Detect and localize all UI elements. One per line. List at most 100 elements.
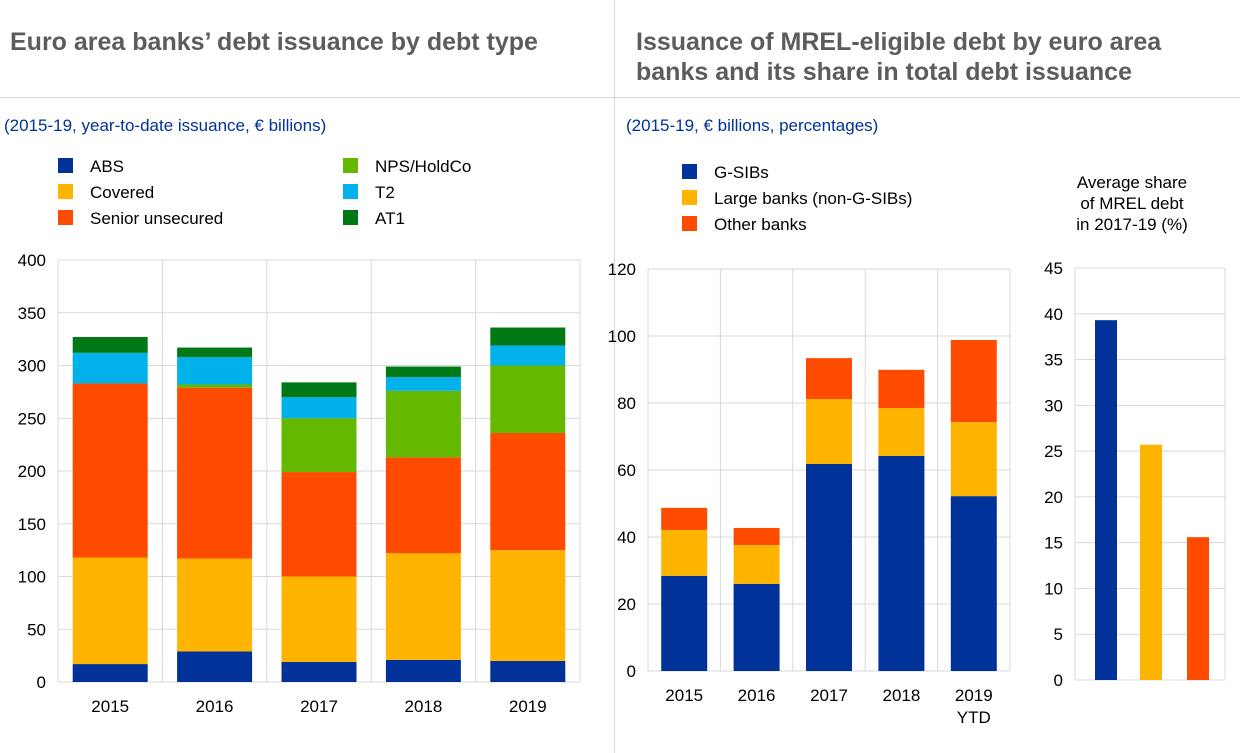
debt-type-bar-covered [72,557,148,665]
right-chart-title-line1: Issuance of MREL-eligible debt by euro a… [636,28,1162,56]
debt-type-bar-at1 [72,337,148,353]
debt-type-bar-at1 [281,382,357,398]
share-ytick-label: 35 [1044,351,1063,370]
mrel-bar-large-banks-non-g-sibs- [950,422,997,497]
debt-type-xtick-label: 2019 [509,697,547,716]
debt-type-legend-swatch [58,158,73,173]
debt-type-xtick-label: 2016 [196,697,234,716]
mrel-legend-label: Other banks [714,215,807,234]
mrel-ytick-label: 100 [608,327,636,346]
debt-type-bar-nps-holdco [177,384,253,388]
share-ytick-label: 10 [1044,579,1063,598]
debt-type-bar-senior-unsecured [177,387,253,559]
debt-type-bar-covered [490,550,566,661]
right-chart-subtitle: (2015-19, € billions, percentages) [626,116,879,135]
share-ytick-label: 40 [1044,305,1063,324]
share-ytick-label: 5 [1054,625,1063,644]
debt-type-bar-abs [281,661,357,682]
debt-type-bar-t2 [281,397,357,419]
debt-type-bar-senior-unsecured [385,457,461,554]
mrel-bar-large-banks-non-g-sibs- [878,408,925,456]
debt-type-bar-covered [177,558,253,652]
share-chart-title: in 2017-19 (%) [1076,215,1188,234]
debt-type-xtick-label: 2015 [91,697,129,716]
mrel-bar-large-banks-non-g-sibs- [733,545,780,584]
debt-type-ytick-label: 300 [18,357,46,376]
debt-type-legend-swatch [58,184,73,199]
debt-type-ytick-label: 100 [18,568,46,587]
mrel-ytick-label: 40 [617,528,636,547]
debt-type-bar-senior-unsecured [281,472,357,577]
debt-type-bar-abs [385,659,461,682]
debt-type-ytick-label: 350 [18,304,46,323]
debt-type-xtick-label: 2018 [404,697,442,716]
debt-type-bar-t2 [490,345,566,366]
mrel-bar-g-sibs [733,583,780,671]
debt-type-bar-at1 [385,366,461,378]
debt-type-ytick-label: 0 [37,673,46,692]
mrel-legend-swatch [682,190,697,205]
debt-type-bar-nps-holdco [385,390,461,458]
mrel-bar-g-sibs [878,455,925,671]
mrel-bar-other-banks [878,369,925,409]
share-bar-g-sibs [1095,320,1117,680]
debt-type-bar-abs [72,664,148,682]
header-divider [0,97,1240,98]
share-bar-large-banks-non-g-sibs- [1140,444,1162,680]
debt-type-bar-at1 [177,347,253,358]
debt-type-bar-t2 [177,357,253,385]
debt-type-bar-covered [281,576,357,662]
mrel-bar-other-banks [733,527,780,546]
debt-type-bar-abs [177,651,253,682]
left-chart-title: Euro area banks’ debt issuance by debt t… [10,28,538,56]
mrel-xtick-label: 2019 [955,686,993,705]
mrel-bar-other-banks [806,358,852,399]
share-ytick-label: 45 [1044,259,1063,278]
debt-type-legend-label: T2 [375,183,395,202]
debt-type-legend-label: Senior unsecured [90,209,223,228]
mrel-bar-g-sibs [950,496,997,671]
debt-type-legend-swatch [343,158,358,173]
debt-type-ytick-label: 150 [18,515,46,534]
debt-type-bar-at1 [490,327,566,346]
right-chart-title-line2: banks and its share in total debt issuan… [636,58,1132,86]
debt-type-ytick-label: 50 [27,620,46,639]
mrel-xtick-label: 2016 [738,686,776,705]
panel-divider [614,0,615,753]
mrel-ytick-label: 0 [627,662,636,681]
debt-type-legend-swatch [343,184,358,199]
mrel-bar-large-banks-non-g-sibs- [661,529,708,576]
share-chart-title: Average share [1077,173,1187,192]
mrel-ytick-label: 120 [608,260,636,279]
mrel-bar-g-sibs [661,575,708,671]
mrel-xtick-label: YTD [957,708,991,727]
debt-type-bar-t2 [72,352,148,384]
share-ytick-label: 25 [1044,442,1063,461]
debt-type-legend-swatch [343,210,358,225]
debt-type-legend-swatch [58,210,73,225]
share-bar-other-banks [1187,537,1209,680]
debt-type-bar-t2 [385,377,461,391]
mrel-xtick-label: 2018 [882,686,920,705]
mrel-ytick-label: 80 [617,394,636,413]
mrel-bar-other-banks [950,340,997,423]
mrel-legend-swatch [682,216,697,231]
debt-type-bar-abs [490,660,566,682]
share-ytick-label: 20 [1044,488,1063,507]
mrel-bar-large-banks-non-g-sibs- [806,398,852,464]
share-chart-title: of MREL debt [1080,194,1184,213]
debt-type-xtick-label: 2017 [300,697,338,716]
debt-type-bar-covered [385,553,461,660]
debt-type-legend-label: Covered [90,183,154,202]
mrel-ytick-label: 60 [617,461,636,480]
debt-type-ytick-label: 250 [18,409,46,428]
debt-type-ytick-label: 200 [18,462,46,481]
debt-type-bar-senior-unsecured [490,433,566,551]
debt-type-bar-nps-holdco [490,365,566,434]
mrel-bar-other-banks [661,507,708,530]
debt-type-ytick-label: 400 [18,251,46,270]
mrel-bar-g-sibs [806,463,852,671]
debt-type-legend-label: ABS [90,157,124,176]
mrel-legend-label: G-SIBs [714,163,769,182]
